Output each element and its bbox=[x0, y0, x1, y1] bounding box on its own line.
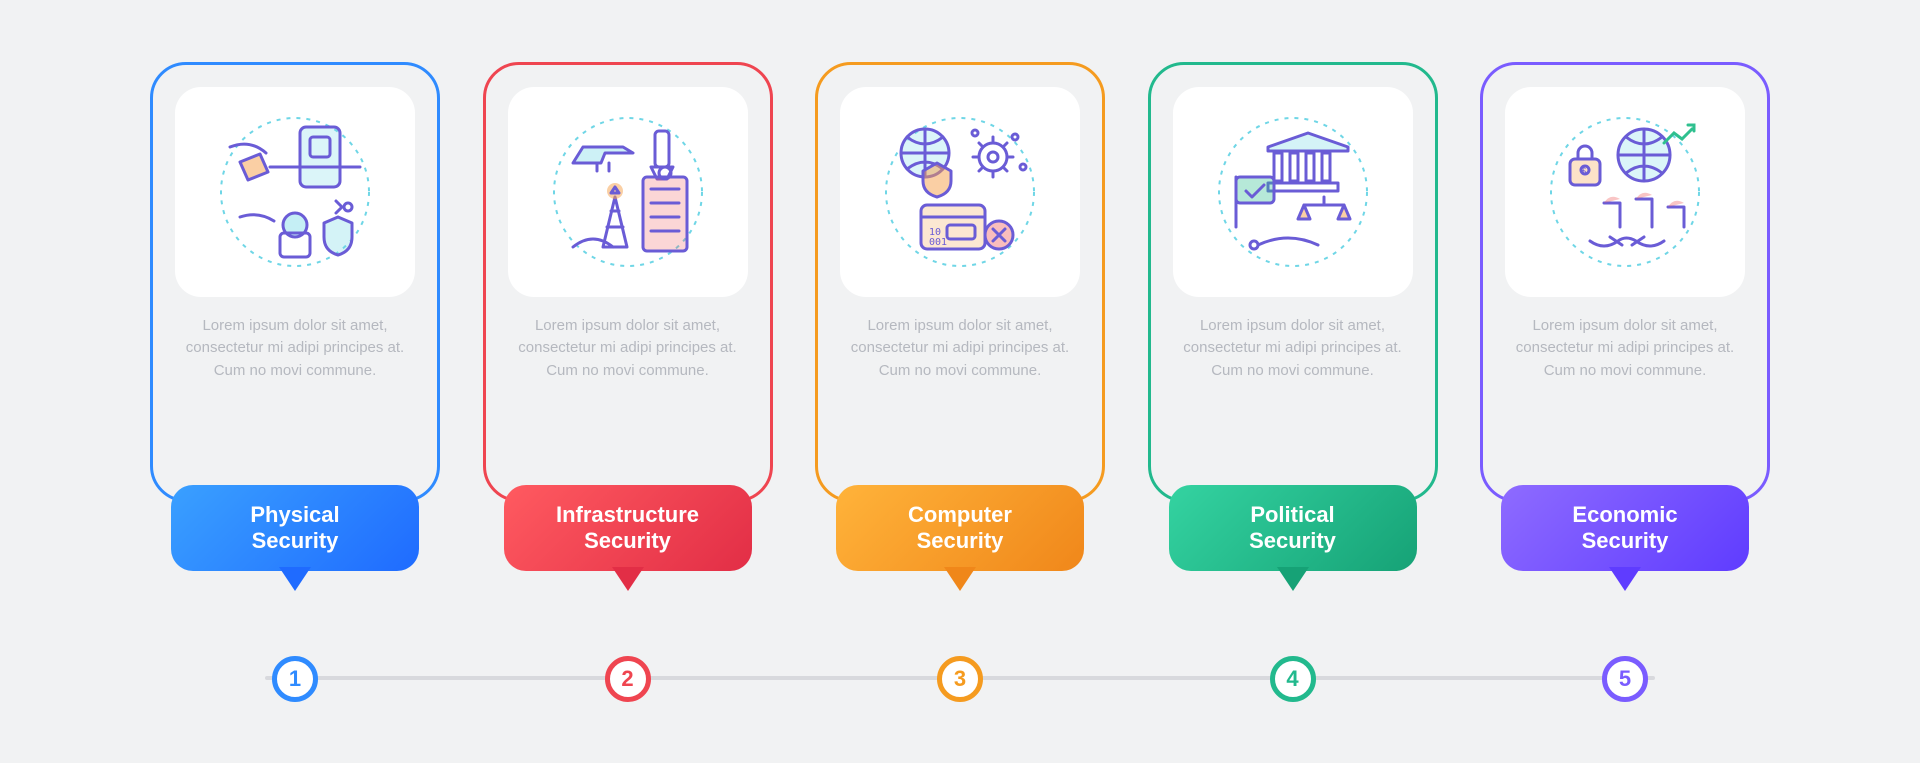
bubble-tail-icon bbox=[1277, 567, 1309, 591]
infographic-column: Lorem ipsum dolor sit amet, consectetur … bbox=[150, 62, 440, 702]
step-number-badge: 4 bbox=[1270, 656, 1316, 702]
title-bubble: Economic Security bbox=[1501, 485, 1749, 571]
card-title: Infrastructure Security bbox=[504, 485, 752, 571]
icon-panel bbox=[175, 87, 415, 297]
step-number-badge: 1 bbox=[272, 656, 318, 702]
svg-text:001: 001 bbox=[929, 237, 947, 248]
infographic-column: $ Lorem ipsum dolor sit amet, consectetu… bbox=[1480, 62, 1770, 702]
card-frame: 10 001 Lorem ipsum dolor sit amet, conse… bbox=[815, 62, 1105, 502]
title-bubble: Physical Security bbox=[171, 485, 419, 571]
icon-panel: $ bbox=[1505, 87, 1745, 297]
infographic-column: Lorem ipsum dolor sit amet, consectetur … bbox=[1148, 62, 1438, 702]
card-frame: Lorem ipsum dolor sit amet, consectetur … bbox=[150, 62, 440, 502]
card-title: Economic Security bbox=[1501, 485, 1749, 571]
card-body-text: Lorem ipsum dolor sit amet, consectetur … bbox=[848, 315, 1072, 383]
card-frame: $ Lorem ipsum dolor sit amet, consectetu… bbox=[1480, 62, 1770, 502]
card-frame: Lorem ipsum dolor sit amet, consectetur … bbox=[1148, 62, 1438, 502]
card-body-text: Lorem ipsum dolor sit amet, consectetur … bbox=[1513, 315, 1737, 383]
card-title: Physical Security bbox=[171, 485, 419, 571]
bubble-tail-icon bbox=[1609, 567, 1641, 591]
step-number-badge: 5 bbox=[1602, 656, 1648, 702]
physical-security-icon bbox=[210, 107, 380, 277]
svg-text:$: $ bbox=[1581, 166, 1586, 176]
card-body-text: Lorem ipsum dolor sit amet, consectetur … bbox=[1181, 315, 1405, 383]
step-number-badge: 3 bbox=[937, 656, 983, 702]
card-title: Computer Security bbox=[836, 485, 1084, 571]
infographic-stage: Lorem ipsum dolor sit amet, consectetur … bbox=[150, 62, 1770, 702]
economic-security-icon: $ bbox=[1540, 107, 1710, 277]
political-security-icon bbox=[1208, 107, 1378, 277]
icon-panel bbox=[508, 87, 748, 297]
infographic-column: 10 001 Lorem ipsum dolor sit amet, conse… bbox=[815, 62, 1105, 702]
card-frame: Lorem ipsum dolor sit amet, consectetur … bbox=[483, 62, 773, 502]
step-number-badge: 2 bbox=[605, 656, 651, 702]
title-bubble: Infrastructure Security bbox=[504, 485, 752, 571]
bubble-tail-icon bbox=[279, 567, 311, 591]
cards-row: Lorem ipsum dolor sit amet, consectetur … bbox=[150, 62, 1770, 702]
computer-security-icon: 10 001 bbox=[875, 107, 1045, 277]
bubble-tail-icon bbox=[612, 567, 644, 591]
bubble-tail-icon bbox=[944, 567, 976, 591]
title-bubble: Political Security bbox=[1169, 485, 1417, 571]
icon-panel bbox=[1173, 87, 1413, 297]
infographic-column: Lorem ipsum dolor sit amet, consectetur … bbox=[483, 62, 773, 702]
card-body-text: Lorem ipsum dolor sit amet, consectetur … bbox=[183, 315, 407, 383]
icon-panel: 10 001 bbox=[840, 87, 1080, 297]
infrastructure-security-icon bbox=[543, 107, 713, 277]
card-body-text: Lorem ipsum dolor sit amet, consectetur … bbox=[516, 315, 740, 383]
card-title: Political Security bbox=[1169, 485, 1417, 571]
title-bubble: Computer Security bbox=[836, 485, 1084, 571]
